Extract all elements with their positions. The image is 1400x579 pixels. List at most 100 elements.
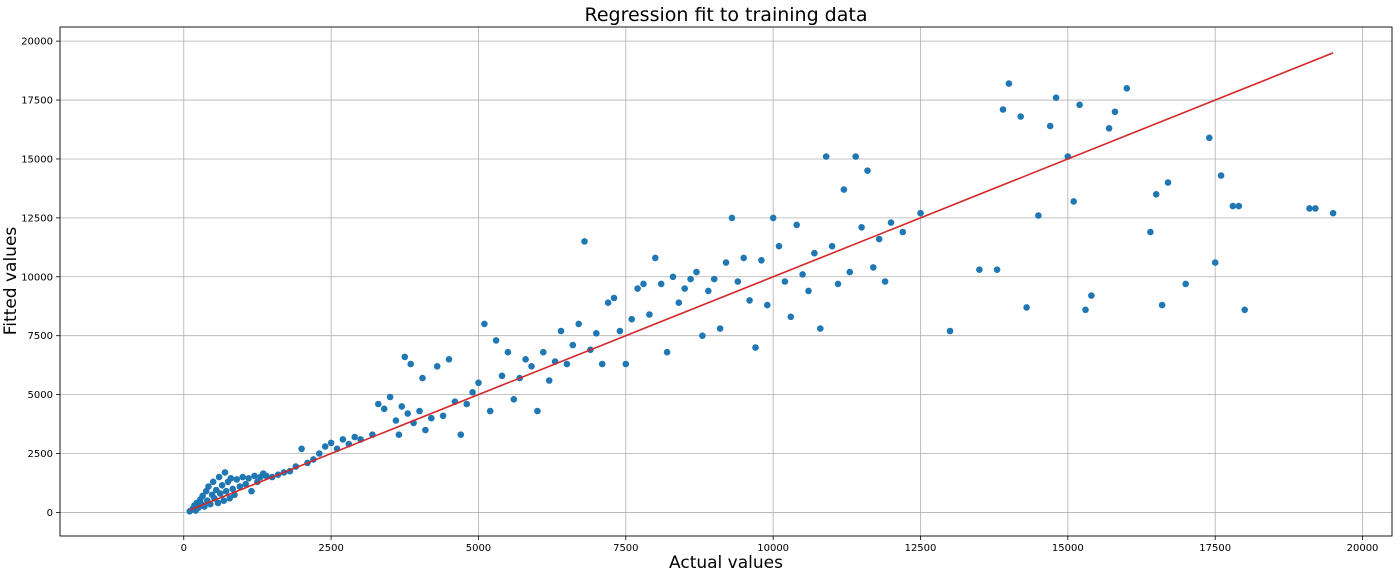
x-tick-label: 0 (181, 543, 187, 554)
data-point (616, 327, 624, 335)
data-point (534, 407, 541, 415)
data-point (687, 275, 694, 283)
data-point (540, 348, 547, 356)
data-point (710, 275, 718, 283)
data-point (481, 320, 488, 328)
data-point (999, 106, 1007, 113)
data-point (622, 360, 630, 368)
data-point (976, 266, 983, 274)
data-point (1312, 205, 1319, 212)
data-point (746, 297, 753, 304)
data-point (787, 313, 795, 321)
data-point (575, 320, 582, 328)
data-point (758, 257, 765, 264)
data-point (401, 353, 409, 361)
x-tick-label: 20000 (1347, 543, 1379, 554)
data-point (227, 475, 235, 482)
data-point (1005, 80, 1013, 87)
data-points (186, 80, 1337, 515)
data-point (351, 433, 359, 441)
data-point (1046, 122, 1054, 130)
y-axis-title: Fitted values (1, 227, 21, 336)
data-point (416, 407, 423, 415)
data-point (1211, 259, 1219, 266)
data-point (793, 221, 800, 229)
data-point (233, 476, 241, 483)
data-point (422, 426, 429, 434)
data-point (705, 287, 712, 295)
data-point (858, 224, 865, 231)
data-point (545, 377, 553, 384)
data-point (1070, 198, 1077, 205)
data-point (799, 271, 806, 278)
data-point (248, 487, 255, 495)
data-point (199, 492, 206, 500)
data-point (1111, 108, 1119, 116)
data-point (557, 327, 565, 335)
grid (60, 27, 1392, 536)
data-point (1105, 125, 1113, 132)
data-point (510, 396, 518, 403)
data-point (236, 483, 244, 490)
data-point (598, 360, 606, 368)
data-point (822, 153, 830, 160)
data-point (1017, 113, 1024, 120)
data-point (581, 238, 588, 245)
x-tick-label: 10000 (757, 543, 789, 554)
data-point (1241, 306, 1248, 314)
data-point (528, 363, 535, 370)
data-point (392, 417, 400, 424)
y-tick-label: 12500 (21, 213, 53, 224)
plot-frame (59, 26, 1393, 537)
y-tick-label: 17500 (21, 96, 53, 107)
x-tick-label: 5000 (466, 543, 491, 554)
data-point (1235, 202, 1243, 210)
data-point (1158, 301, 1166, 309)
data-point (504, 348, 512, 356)
regression-line (189, 52, 1334, 511)
data-point (769, 214, 777, 222)
data-point (610, 294, 618, 302)
data-point (226, 495, 233, 502)
data-point (781, 278, 789, 285)
data-point (828, 242, 836, 250)
data-point (445, 356, 453, 363)
data-point (1082, 306, 1089, 314)
data-point (222, 487, 230, 495)
data-point (1306, 205, 1313, 212)
data-point (817, 325, 824, 332)
data-point (239, 473, 246, 481)
data-point (316, 450, 323, 457)
data-point (1023, 304, 1030, 311)
data-point (215, 473, 223, 481)
data-point (993, 266, 1001, 274)
data-point (834, 280, 842, 288)
data-point (628, 315, 635, 323)
data-point (604, 299, 612, 307)
data-point (229, 485, 236, 493)
data-point (693, 268, 700, 276)
data-point (375, 400, 382, 408)
data-point (327, 439, 335, 447)
data-point (428, 414, 435, 422)
data-point (864, 167, 871, 174)
data-point (407, 360, 415, 368)
data-point (218, 482, 226, 489)
data-point (217, 490, 224, 497)
data-point (716, 325, 724, 332)
data-point (1229, 202, 1237, 210)
data-point (1329, 209, 1337, 217)
data-point (398, 403, 406, 410)
x-tick-label: 2500 (318, 543, 343, 554)
regression-line-group (189, 52, 1334, 511)
y-tick-label: 7500 (28, 331, 53, 342)
x-tick-label: 7500 (613, 543, 638, 554)
y-tick-label: 15000 (21, 154, 53, 165)
x-tick-label: 15000 (1052, 543, 1084, 554)
data-point (339, 436, 347, 443)
data-point (475, 379, 482, 387)
data-point (386, 393, 394, 401)
data-point (657, 280, 665, 288)
